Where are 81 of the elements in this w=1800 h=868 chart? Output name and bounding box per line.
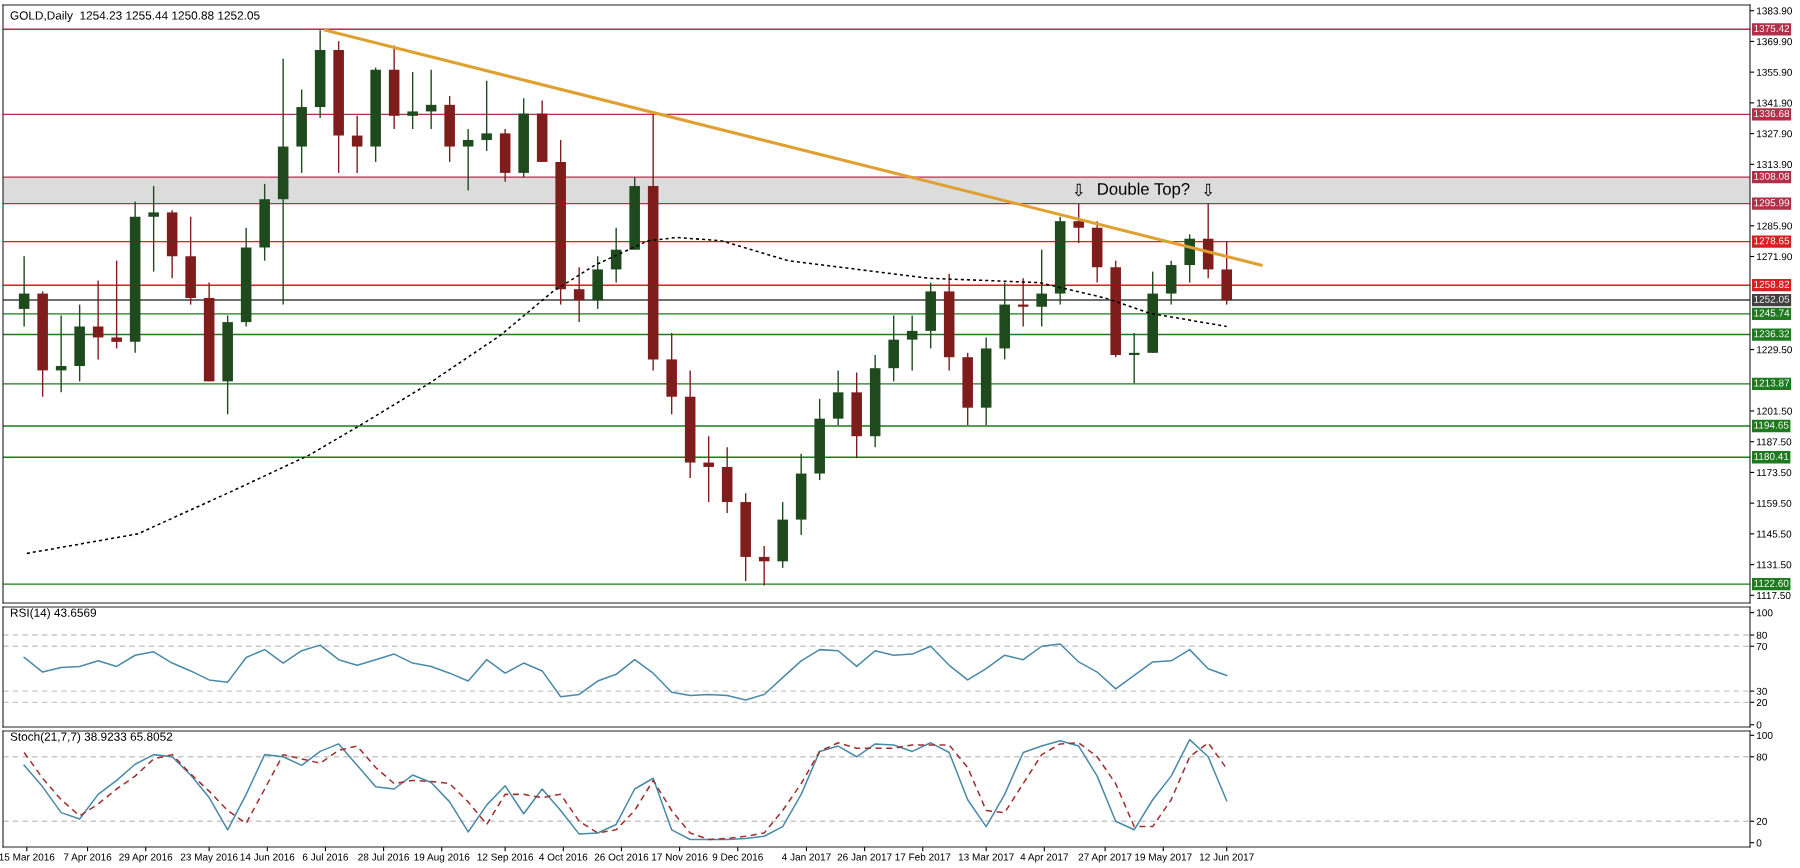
x-tick-label: 12 Sep 2016 xyxy=(477,853,534,863)
y-tick-label: 1117.50 xyxy=(1757,591,1791,600)
ref-line-label: 1213.87 xyxy=(1754,379,1790,387)
x-tick-label: 4 Apr 2017 xyxy=(1020,853,1069,863)
candlestick xyxy=(407,71,418,130)
x-tick-label: 29 Apr 2016 xyxy=(119,853,173,863)
x-tick-label: 19 May 2017 xyxy=(1135,853,1192,863)
y-tick-label: 1145.50 xyxy=(1757,530,1792,538)
x-tick-label: 14 Jun 2016 xyxy=(240,853,295,861)
candlestick xyxy=(111,259,122,350)
chart-title: RSI(14) 43.6569 xyxy=(10,608,97,620)
chart-title: GOLD,Daily 1254.23 1255.44 1250.88 1252.05 xyxy=(10,10,260,22)
y-tick-label: 20 xyxy=(1756,698,1767,707)
x-tick-label: 17 Feb 2017 xyxy=(895,853,951,861)
y-tick-label: 1229.50 xyxy=(1757,346,1793,354)
candlestick xyxy=(573,266,585,323)
candlestick xyxy=(481,80,492,152)
candlestick xyxy=(703,435,714,503)
x-tick-label: 19 Aug 2016 xyxy=(414,853,470,863)
candlestick xyxy=(906,314,918,372)
candlestick xyxy=(462,128,474,192)
y-tick-label: 0 xyxy=(1756,721,1762,729)
y-tick-label: 80 xyxy=(1756,631,1767,639)
x-tick-label: 26 Jan 2017 xyxy=(837,853,892,861)
y-tick-label: 1369.90 xyxy=(1757,38,1793,46)
ref-line-label: 1194.65 xyxy=(1754,421,1789,429)
ref-line-label: 1180.41 xyxy=(1754,452,1789,460)
candlestick xyxy=(351,115,363,174)
y-tick-label: 20 xyxy=(1756,817,1767,825)
y-tick-label: 1131.50 xyxy=(1757,561,1792,569)
annotation: ⇩ xyxy=(1204,183,1213,197)
y-tick-label: 0 xyxy=(1756,839,1762,847)
y-tick-label: 1355.90 xyxy=(1757,68,1793,76)
ref-line-label: 1258.82 xyxy=(1754,280,1790,288)
y-tick-label: 1173.50 xyxy=(1757,469,1792,477)
y-tick-label: 1187.50 xyxy=(1757,438,1792,446)
candlestick xyxy=(1073,202,1084,244)
y-tick-label: 1285.90 xyxy=(1757,222,1793,230)
x-tick-label: 9 Dec 2016 xyxy=(712,853,763,861)
ref-line-label: 1278.65 xyxy=(1754,237,1790,245)
candlestick xyxy=(1036,248,1047,328)
x-tick-label: 13 Mar 2017 xyxy=(958,853,1014,861)
x-tick-label: 17 Nov 2016 xyxy=(652,853,708,861)
candlestick xyxy=(18,255,30,328)
band-label: Double Top? xyxy=(1098,182,1190,199)
y-tick-label: 80 xyxy=(1756,753,1767,761)
ref-line-label: 1252.05 xyxy=(1754,295,1790,303)
x-tick-label: 12 Jun 2017 xyxy=(1199,853,1254,861)
y-tick-label: 1327.90 xyxy=(1757,130,1793,138)
line-series xyxy=(26,236,1228,555)
candlestick xyxy=(92,279,104,361)
y-tick-label: 70 xyxy=(1756,642,1767,650)
y-tick-label: 100 xyxy=(1757,731,1773,740)
y-tick-label: 1383.90 xyxy=(1757,7,1793,15)
ref-line-label: 1308.08 xyxy=(1754,172,1790,180)
x-tick-label: 4 Oct 2016 xyxy=(539,853,588,861)
x-tick-label: 15 Mar 2016 xyxy=(0,853,55,861)
x-tick-label: 26 Oct 2016 xyxy=(594,853,649,861)
ref-line-label: 1236.32 xyxy=(1754,330,1790,338)
x-tick-label: 7 Apr 2016 xyxy=(63,853,112,863)
ref-line-label: 1245.74 xyxy=(1754,309,1790,317)
x-tick-label: 28 Jul 2016 xyxy=(358,853,409,861)
ref-line-label: 1122.60 xyxy=(1754,579,1789,587)
y-tick-label: 1313.90 xyxy=(1757,160,1793,169)
x-tick-label: 23 May 2016 xyxy=(180,853,238,863)
x-tick-label: 27 Apr 2017 xyxy=(1078,853,1132,863)
ref-line-label: 1375.42 xyxy=(1754,24,1790,32)
chart-title: Stoch(21,7,7) 38.9233 65.8052 xyxy=(10,732,173,744)
y-tick-label: 1159.50 xyxy=(1757,499,1792,507)
y-tick-label: 1201.50 xyxy=(1757,407,1793,415)
candlestick xyxy=(148,185,159,273)
y-tick-label: 1271.90 xyxy=(1757,253,1793,261)
line-series xyxy=(23,643,1228,701)
annotation: ⇩ xyxy=(1074,183,1083,197)
y-tick-label: 30 xyxy=(1756,687,1767,695)
x-tick-label: 4 Jan 2017 xyxy=(781,853,831,861)
x-tick-label: 6 Jul 2016 xyxy=(302,853,349,861)
y-tick-label: 100 xyxy=(1757,609,1773,617)
ref-line-label: 1336.68 xyxy=(1754,109,1790,118)
y-tick-label: 1341.90 xyxy=(1757,99,1793,107)
ref-line-label: 1295.99 xyxy=(1754,199,1790,207)
